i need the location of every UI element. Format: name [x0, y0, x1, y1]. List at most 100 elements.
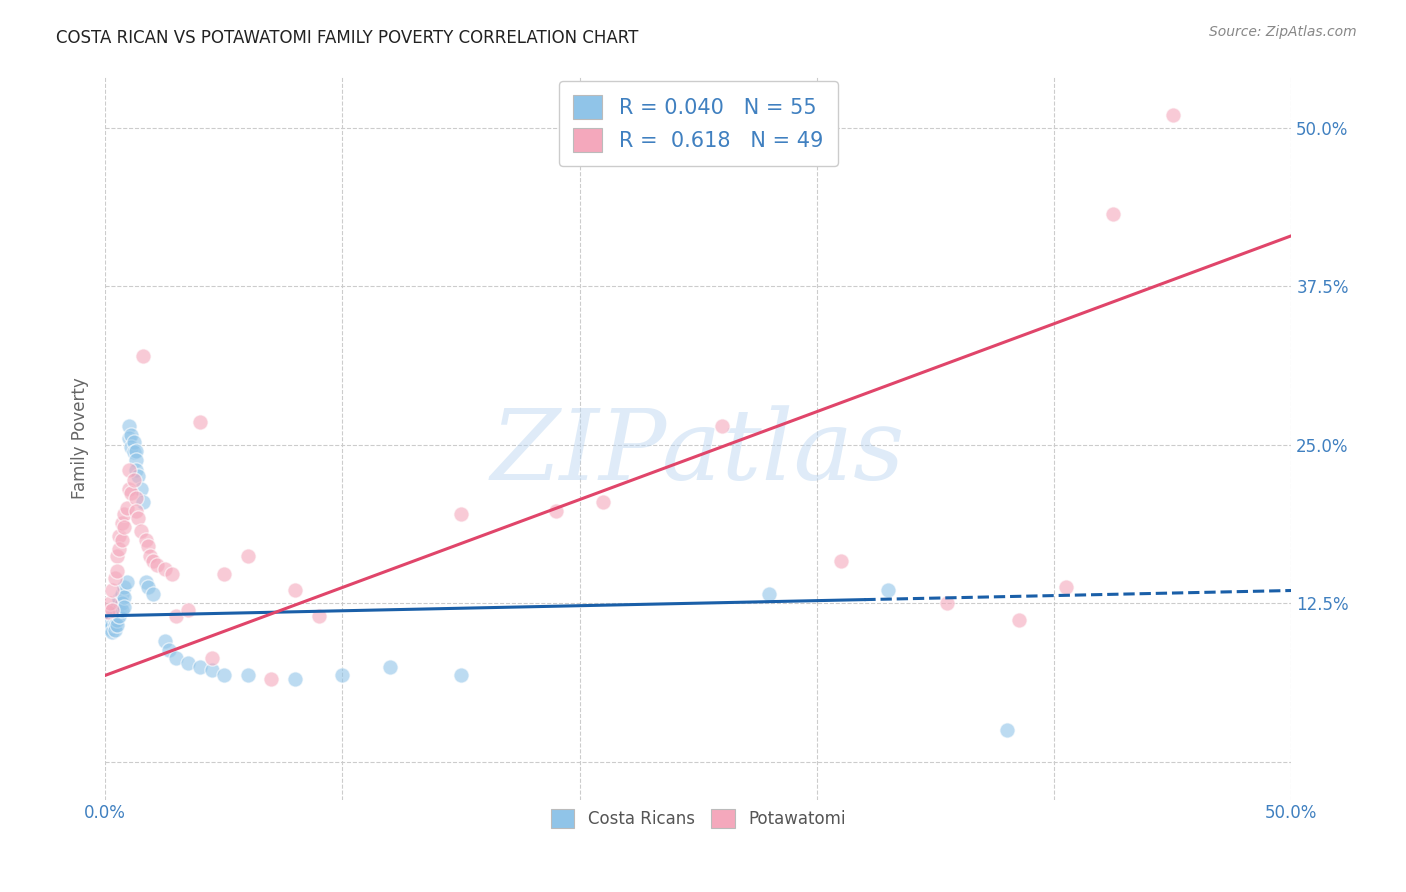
Point [104, 613, 127, 627]
Point [104, 605, 127, 619]
Point [132, 349, 155, 363]
Point [450, 668, 472, 682]
Text: COSTA RICAN VS POTAWATOMI FAMILY POVERTY CORRELATION CHART: COSTA RICAN VS POTAWATOMI FAMILY POVERTY… [56, 29, 638, 46]
Point [201, 650, 224, 665]
Point [135, 533, 157, 547]
Point [112, 599, 135, 614]
Point [132, 495, 155, 509]
Point [98, 622, 121, 636]
Point [177, 602, 200, 616]
Point [127, 469, 149, 483]
Point [125, 504, 148, 518]
Point [105, 613, 128, 627]
Point [108, 592, 131, 607]
Point [450, 508, 472, 522]
Point [104, 571, 127, 585]
Point [136, 539, 159, 553]
Point [592, 495, 614, 509]
Point [125, 463, 148, 477]
Point [112, 508, 135, 522]
Point [1161, 108, 1184, 122]
Point [105, 565, 128, 579]
Point [111, 516, 134, 531]
Point [118, 482, 141, 496]
Point [104, 623, 127, 637]
Point [120, 486, 142, 500]
Point [142, 554, 165, 568]
Point [260, 672, 283, 686]
Point [105, 549, 128, 564]
Point [142, 587, 165, 601]
Point [101, 583, 124, 598]
Point [125, 444, 148, 458]
Point [111, 596, 134, 610]
Point [98, 596, 121, 610]
Point [118, 463, 141, 477]
Point [877, 583, 900, 598]
Point [127, 511, 149, 525]
Point [118, 432, 141, 446]
Point [212, 567, 235, 582]
Point [104, 617, 127, 632]
Point [153, 562, 176, 576]
Point [188, 415, 211, 429]
Point [236, 549, 259, 564]
Point [98, 613, 121, 627]
Point [108, 608, 131, 623]
Point [157, 643, 180, 657]
Point [758, 587, 780, 601]
Point [830, 554, 852, 568]
Point [236, 668, 259, 682]
Point [332, 668, 354, 682]
Y-axis label: Family Poverty: Family Poverty [72, 377, 89, 500]
Point [146, 558, 169, 573]
Point [201, 663, 224, 677]
Point [1102, 207, 1125, 221]
Text: Source: ZipAtlas.com: Source: ZipAtlas.com [1209, 25, 1357, 39]
Point [101, 625, 124, 640]
Point [101, 602, 124, 616]
Point [97, 605, 120, 619]
Point [101, 617, 124, 632]
Point [115, 574, 138, 589]
Point [111, 602, 134, 616]
Legend: Costa Ricans, Potawatomi: Costa Ricans, Potawatomi [544, 802, 852, 835]
Point [108, 541, 131, 556]
Point [97, 615, 120, 629]
Point [118, 418, 141, 433]
Point [153, 634, 176, 648]
Point [165, 608, 187, 623]
Point [125, 453, 148, 467]
Point [1054, 580, 1077, 594]
Point [97, 617, 120, 632]
Point [115, 501, 138, 516]
Point [995, 723, 1018, 737]
Point [139, 549, 162, 564]
Point [188, 659, 211, 673]
Point [544, 504, 567, 518]
Point [101, 608, 124, 623]
Point [129, 482, 152, 496]
Point [120, 441, 142, 455]
Point [108, 602, 131, 616]
Point [120, 427, 142, 442]
Point [112, 590, 135, 604]
Point [129, 524, 152, 538]
Point [112, 580, 135, 594]
Point [105, 617, 128, 632]
Point [111, 587, 134, 601]
Point [378, 659, 401, 673]
Point [105, 599, 128, 614]
Point [122, 435, 145, 450]
Point [711, 418, 734, 433]
Point [936, 596, 959, 610]
Point [122, 445, 145, 459]
Point [284, 672, 307, 686]
Point [1007, 613, 1029, 627]
Point [108, 529, 131, 543]
Point [111, 533, 134, 547]
Point [165, 650, 187, 665]
Point [284, 583, 307, 598]
Point [122, 473, 145, 487]
Point [105, 605, 128, 619]
